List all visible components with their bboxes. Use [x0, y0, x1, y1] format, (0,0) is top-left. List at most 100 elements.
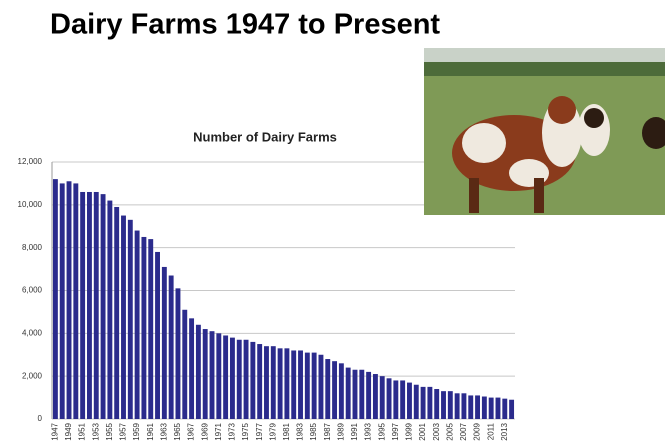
bar	[359, 369, 365, 419]
bar	[400, 380, 406, 419]
bar	[66, 181, 72, 419]
cow-leg	[534, 178, 544, 213]
bar	[332, 361, 338, 419]
x-tick-label: 1959	[132, 422, 141, 440]
bar	[73, 183, 79, 419]
x-tick-label: 1983	[296, 422, 305, 440]
bar	[468, 395, 474, 419]
x-tick-label: 1949	[64, 422, 73, 440]
bar	[59, 183, 65, 419]
x-tick-label: 1991	[350, 422, 359, 440]
x-tick-label: 1963	[159, 422, 168, 440]
bar	[223, 335, 229, 419]
bar	[325, 359, 331, 419]
bar	[454, 393, 460, 419]
x-tick-label: 1961	[146, 422, 155, 440]
x-tick-label: 1995	[377, 422, 386, 440]
x-tick-label: 1951	[78, 422, 87, 440]
bar	[107, 200, 113, 419]
bar	[114, 206, 120, 419]
cow-leg	[469, 178, 479, 213]
x-tick-label: 1989	[336, 422, 345, 440]
bar	[100, 194, 106, 419]
bar	[243, 339, 249, 419]
bar	[270, 346, 276, 419]
x-tick-label: 1953	[91, 422, 100, 440]
bar	[461, 393, 467, 419]
x-tick-label: 2001	[418, 422, 427, 440]
cow3	[642, 117, 665, 149]
x-tick-label: 2013	[500, 422, 509, 440]
x-tick-label: 1997	[391, 422, 400, 440]
bar	[372, 374, 378, 419]
x-tick-label: 1981	[282, 422, 291, 440]
bar	[182, 309, 188, 419]
x-tick-label: 1977	[255, 422, 264, 440]
x-tick-label: 2009	[473, 422, 482, 440]
bar	[209, 331, 215, 419]
bar	[495, 397, 501, 419]
x-tick-label: 2007	[459, 422, 468, 440]
bar	[284, 348, 290, 419]
bar	[420, 386, 426, 419]
x-tick-label: 1947	[51, 422, 60, 440]
bar	[345, 367, 351, 419]
bar	[175, 288, 181, 419]
bar	[291, 350, 297, 419]
x-tick-label: 1999	[405, 422, 414, 440]
bar	[366, 371, 372, 419]
bar	[427, 386, 433, 419]
bar	[161, 266, 167, 419]
bar	[386, 378, 392, 419]
bar	[168, 275, 174, 419]
x-tick-label: 1987	[323, 422, 332, 440]
bar	[264, 346, 269, 419]
bar	[413, 384, 419, 419]
bar	[155, 251, 160, 419]
x-tick-label: 2003	[432, 422, 441, 440]
x-tick-label: 1975	[241, 422, 250, 440]
bar	[127, 219, 133, 419]
x-tick-label: 1969	[200, 422, 209, 440]
cow-patch	[462, 123, 506, 163]
bar	[298, 350, 303, 419]
y-tick-label: 2,000	[22, 371, 43, 380]
x-tick-label: 2005	[445, 422, 454, 440]
bar	[379, 376, 385, 419]
x-tick-label: 1955	[105, 422, 114, 440]
x-tick-label: 1967	[187, 422, 196, 440]
cow-head-patch	[548, 96, 576, 124]
bar	[434, 389, 440, 419]
bar	[86, 191, 92, 419]
bar	[441, 391, 446, 419]
y-tick-label: 10,000	[18, 200, 43, 209]
bar	[407, 382, 412, 419]
bar	[216, 333, 222, 419]
bar	[250, 341, 256, 419]
bar	[236, 339, 242, 419]
bar	[393, 380, 399, 419]
bar	[195, 324, 201, 419]
y-tick-label: 8,000	[22, 243, 43, 252]
bar	[481, 396, 487, 419]
bar	[352, 369, 358, 419]
chart-title: Number of Dairy Farms	[193, 129, 337, 144]
bar	[189, 318, 195, 419]
photo-trees	[424, 62, 665, 76]
x-tick-label: 1993	[364, 422, 373, 440]
bar	[509, 399, 515, 419]
bar	[257, 344, 263, 419]
y-tick-label: 6,000	[22, 286, 43, 295]
x-tick-label: 1957	[119, 422, 128, 440]
bar	[141, 236, 147, 419]
bar	[121, 215, 126, 419]
bar	[311, 352, 317, 419]
cow-photo	[424, 48, 665, 215]
bar	[447, 391, 453, 419]
bar	[93, 191, 99, 419]
x-tick-label: 1979	[268, 422, 277, 440]
y-tick-label: 0	[38, 414, 43, 423]
bar	[338, 363, 344, 419]
bar	[475, 395, 481, 419]
